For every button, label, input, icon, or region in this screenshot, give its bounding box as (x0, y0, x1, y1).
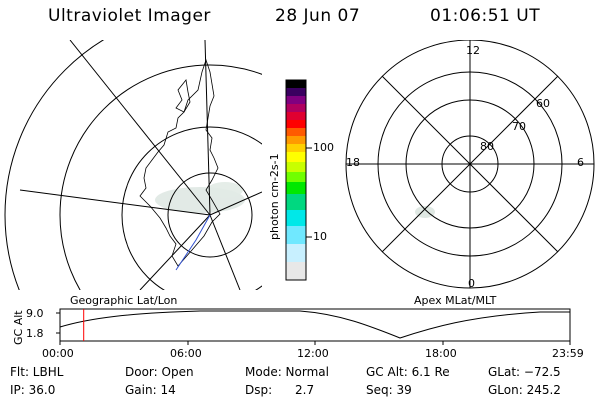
altitude-xtick-3: 18:00 (425, 347, 457, 360)
altitude-xtick-0: 00:00 (42, 347, 74, 360)
time-label: 01:06:51 UT (430, 6, 541, 26)
mlt-6-label: 6 (577, 156, 584, 169)
app-title: Ultraviolet Imager (48, 6, 211, 26)
gc-alt-info: GC Alt: 6.1 Re (366, 365, 450, 379)
gain-info: Gain: 14 (125, 383, 176, 397)
mlt-12-label: 12 (466, 44, 480, 57)
altitude-xtick-1: 06:00 (170, 347, 202, 360)
mlat-70-label: 70 (512, 120, 526, 133)
polar-map-label: Apex MLat/MLT (414, 294, 497, 307)
polar-map (345, 40, 595, 289)
dsp-value: 2.7 (295, 383, 315, 397)
altitude-ylabel: GC Alt (12, 310, 25, 345)
mlt-0-label: 0 (468, 277, 475, 290)
mode-info: Mode: Normal (245, 365, 329, 379)
mlt-18-label: 18 (346, 156, 360, 169)
altitude-ytick-top: 9.0 (26, 307, 44, 320)
colorbar-tick-10: 10 (313, 230, 327, 243)
seq-info: Seq: 39 (366, 383, 412, 397)
dsp-label: Dsp: (245, 383, 273, 397)
glon-info: GLon: 245.2 (488, 383, 561, 397)
altitude-xtick-2: 12:00 (297, 347, 329, 360)
colorbar-tick-100: 100 (313, 141, 334, 154)
geographic-map-label: Geographic Lat/Lon (70, 294, 178, 307)
altitude-ytick-bottom: 1.8 (26, 327, 44, 340)
altitude-plot (56, 308, 571, 345)
colorbar-unit-label: photon cm-2s-1 (268, 153, 281, 240)
altitude-xtick-4: 23:59 (552, 347, 584, 360)
mlat-60-label: 60 (536, 97, 550, 110)
colorbar (285, 79, 312, 281)
geographic-map (4, 40, 262, 290)
door-info: Door: Open (125, 365, 194, 379)
ip-info: IP: 36.0 (10, 383, 56, 397)
mlat-80-label: 80 (480, 140, 494, 153)
glat-info: GLat: −72.5 (488, 365, 561, 379)
date-label: 28 Jun 07 (275, 6, 361, 26)
filter-info: Flt: LBHL (10, 365, 64, 379)
